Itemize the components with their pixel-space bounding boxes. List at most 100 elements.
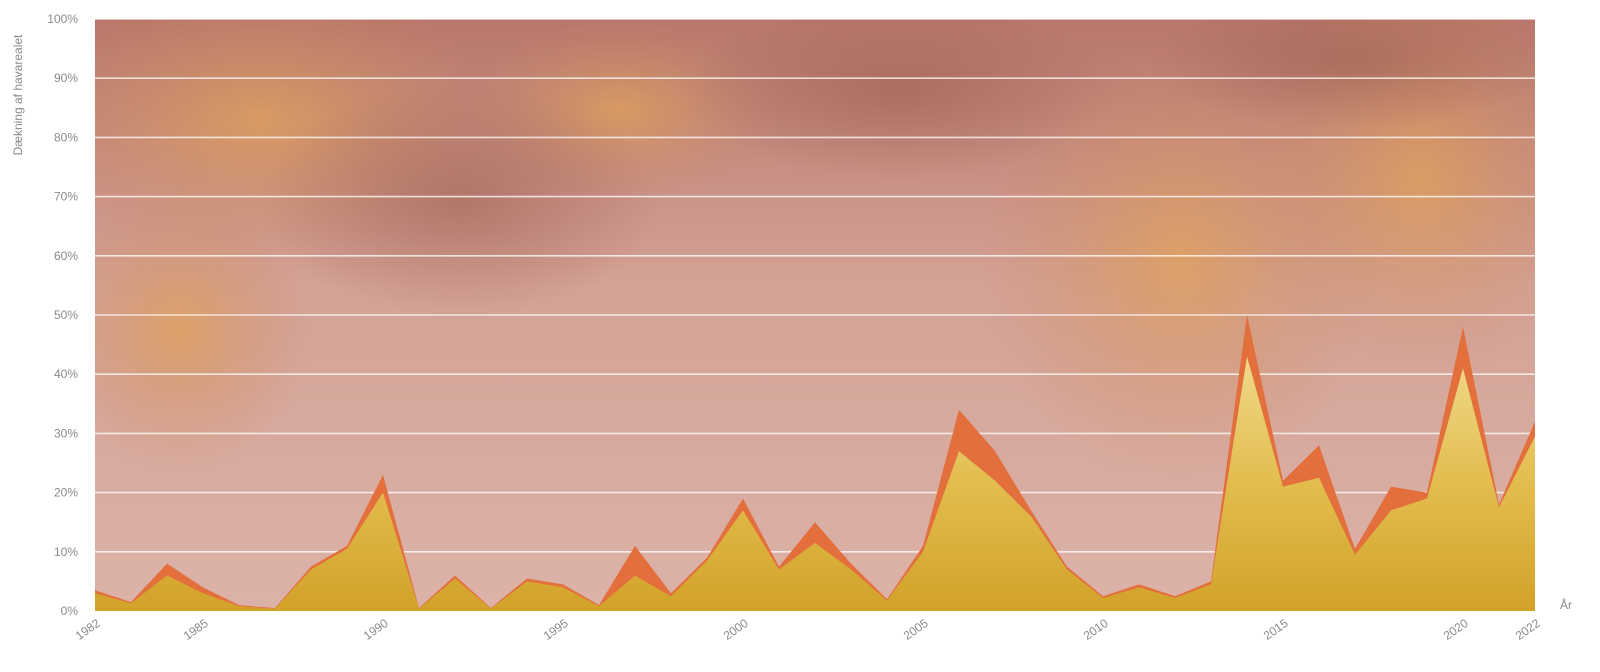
- data-point: [1210, 584, 1212, 586]
- data-point: [1066, 566, 1068, 568]
- data-point: [742, 510, 744, 512]
- data-point: [922, 545, 924, 547]
- data-point: [1390, 486, 1392, 488]
- data-point: [310, 569, 312, 571]
- x-tick-label: 2005: [901, 616, 931, 643]
- data-point: [1282, 486, 1284, 488]
- data-point: [994, 450, 996, 452]
- x-tick-label: 2000: [721, 616, 751, 643]
- data-point: [958, 409, 960, 411]
- y-tick-label: 90%: [54, 71, 78, 85]
- data-point: [958, 450, 960, 452]
- x-axis-ticks: 1982 1985 1990 1995 2000 2005 2010 2015 2020 2022: [73, 616, 1543, 643]
- data-point: [1318, 444, 1320, 446]
- data-point: [490, 608, 492, 610]
- data-point: [1498, 507, 1500, 509]
- data-point: [1426, 498, 1428, 500]
- data-point: [814, 521, 816, 523]
- data-point: [166, 575, 168, 577]
- data-point: [670, 595, 672, 597]
- data-point: [1138, 584, 1140, 586]
- data-point: [1534, 421, 1536, 423]
- y-tick-label: 20%: [54, 486, 78, 500]
- data-point: [1498, 504, 1500, 506]
- data-point: [850, 569, 852, 571]
- data-point: [1390, 510, 1392, 512]
- y-axis-label: Dækning af havarealet: [11, 34, 25, 155]
- data-point: [526, 581, 528, 583]
- data-point: [1174, 597, 1176, 599]
- area-series-lower: [95, 356, 1535, 611]
- data-point: [454, 578, 456, 580]
- data-point: [1462, 326, 1464, 328]
- x-tick-label: 1995: [541, 616, 571, 643]
- data-point: [166, 563, 168, 565]
- data-point: [634, 545, 636, 547]
- y-tick-label: 0%: [61, 604, 79, 618]
- data-point: [130, 603, 132, 605]
- data-point: [1246, 356, 1248, 358]
- data-point: [598, 605, 600, 607]
- data-point: [634, 575, 636, 577]
- x-tick-label: 2020: [1441, 616, 1471, 643]
- data-point: [382, 492, 384, 494]
- data-point: [1030, 510, 1032, 512]
- x-tick-label: 2010: [1081, 616, 1111, 643]
- data-point: [346, 545, 348, 547]
- data-point: [562, 587, 564, 589]
- data-point: [1066, 569, 1068, 571]
- x-tick-label: 1982: [73, 616, 103, 643]
- y-tick-label: 50%: [54, 308, 78, 322]
- data-point: [1138, 587, 1140, 589]
- plot-background-photo: [95, 19, 1535, 611]
- data-point: [1462, 367, 1464, 369]
- data-point: [778, 566, 780, 568]
- x-tick-label: 2022: [1513, 616, 1543, 643]
- data-point: [1426, 492, 1428, 494]
- data-point: [742, 498, 744, 500]
- data-point: [94, 589, 96, 591]
- data-point: [526, 578, 528, 580]
- area-series: [94, 314, 1536, 611]
- y-tick-label: 10%: [54, 545, 78, 559]
- data-point: [1030, 515, 1032, 517]
- data-point: [1246, 314, 1248, 316]
- data-point: [1354, 548, 1356, 550]
- data-point: [994, 480, 996, 482]
- data-point: [1174, 595, 1176, 597]
- y-tick-label: 30%: [54, 426, 78, 440]
- data-point: [562, 584, 564, 586]
- y-tick-label: 100%: [47, 12, 78, 26]
- data-point: [202, 587, 204, 589]
- data-point: [670, 592, 672, 594]
- x-axis-label: År: [1560, 597, 1572, 612]
- data-point: [1210, 581, 1212, 583]
- data-point: [310, 566, 312, 568]
- data-point: [382, 474, 384, 476]
- x-tick-label: 2015: [1261, 616, 1291, 643]
- data-point: [850, 563, 852, 565]
- y-tick-label: 80%: [54, 130, 78, 144]
- y-axis-ticks: 0% 10% 20% 30% 40% 50% 60% 70% 80% 90% 100%: [47, 12, 78, 618]
- data-point: [814, 542, 816, 544]
- x-tick-label: 1990: [361, 616, 391, 643]
- data-point: [1354, 554, 1356, 556]
- data-point: [346, 548, 348, 550]
- x-tick-label: 1985: [181, 616, 211, 643]
- data-point: [1102, 595, 1104, 597]
- data-point: [1534, 436, 1536, 438]
- data-point: [706, 560, 708, 562]
- data-point: [454, 575, 456, 577]
- y-tick-label: 70%: [54, 190, 78, 204]
- data-point: [778, 569, 780, 571]
- data-point: [922, 551, 924, 553]
- data-point: [1318, 477, 1320, 479]
- data-point: [274, 608, 276, 610]
- data-point: [1282, 480, 1284, 482]
- data-point: [706, 557, 708, 559]
- data-point: [202, 592, 204, 594]
- data-point: [418, 608, 420, 610]
- data-point: [238, 605, 240, 607]
- y-tick-label: 40%: [54, 367, 78, 381]
